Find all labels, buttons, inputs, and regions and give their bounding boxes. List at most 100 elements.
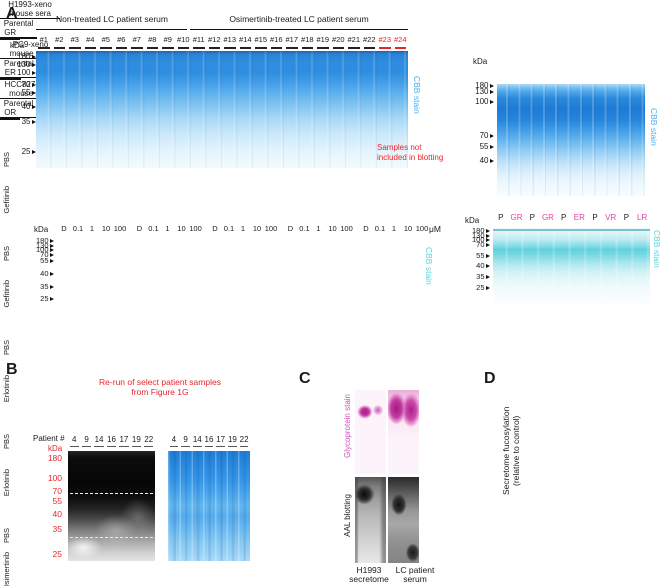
b-patient-number: 9 (183, 435, 188, 444)
kda-marker-value: 70 (21, 80, 31, 89)
patient-lane-label: #13 (223, 35, 236, 44)
b-patient-number: 16 (204, 435, 214, 444)
kda-marker-value: 40 (476, 261, 485, 270)
b-patient-number: 14 (94, 435, 104, 444)
kda-marker: 180 (6, 53, 36, 61)
patient-lane-tick (270, 47, 282, 49)
patient-lane-tick (84, 47, 96, 49)
dose-lane-label: D (136, 224, 143, 233)
xeno-group-title: HCC827-xeno mouse sera (0, 80, 60, 98)
patient-lane-tick (146, 47, 158, 49)
patient-lane-label: #20 (331, 35, 345, 44)
xeno-gel-stain-label: CBB stain (649, 108, 659, 146)
xeno-lane-label: Gefitinib (0, 261, 12, 308)
c-sample2-line1: LC patient (395, 565, 435, 575)
b-rerun-note-line1: Re-run of select patient samples (99, 377, 221, 387)
dose-gel-stain-label: CBB stain (424, 247, 434, 285)
patient-lane-label: #1 (39, 35, 48, 44)
resistance-kda-label: kDa (465, 216, 480, 225)
blotting-note-line2: included in blotting (377, 152, 444, 162)
patient-lane-label: #2 (55, 35, 64, 44)
patient-lane-tick (38, 47, 50, 49)
marker-arrow-icon (486, 243, 490, 247)
b-patient-number: 14 (192, 435, 202, 444)
dose-lane-label: 1 (316, 224, 321, 233)
kda-marker-value: 25 (40, 294, 49, 303)
xeno-lane-label: Osimertinib (0, 543, 12, 586)
panel-b-label: B (6, 361, 18, 378)
marker-arrow-icon (50, 297, 54, 301)
d-y-axis-title: Secretome fucosylation (relative to cont… (501, 398, 521, 504)
marker-arrow-icon (50, 285, 54, 289)
kda-marker-value: 55 (52, 496, 62, 506)
kda-marker: 40 (38, 509, 62, 519)
kda-marker: 70 (464, 241, 490, 249)
xeno-sub-underline (0, 78, 21, 80)
xeno-group-title-line: mouse sera (9, 88, 51, 98)
xeno-sub-underline (0, 77, 38, 79)
b-patient-number: 17 (216, 435, 226, 444)
kda-marker: 70 (6, 81, 36, 89)
kda-marker: 100 (470, 98, 494, 106)
marker-arrow-icon (486, 275, 490, 279)
dose-lane-label: 0.1 (72, 224, 84, 233)
marker-arrow-icon (32, 83, 36, 87)
b-lane-tick (69, 446, 79, 448)
b-patient-label: Patient # (33, 434, 65, 443)
marker-arrow-icon (50, 253, 54, 257)
b-rerun-note-line2: from Figure 1G (131, 387, 189, 397)
b-patient-number: 22 (144, 435, 154, 444)
resistant-lane-label: GR (510, 213, 523, 222)
kda-marker-value: 130 (475, 86, 489, 96)
kda-marker: 25 (28, 295, 54, 303)
kda-marker: 70 (470, 132, 494, 140)
kda-marker: 70 (28, 251, 54, 259)
dose-kda-label: kDa (34, 225, 49, 234)
patient-lane-label: #6 (117, 35, 126, 44)
xeno-lane-label: PBS (0, 214, 12, 261)
resistant-lane-label: ER (573, 213, 585, 222)
patient-lane-label: #18 (300, 35, 314, 44)
dose-lane-label: 0.1 (299, 224, 310, 233)
b-lane-tick (204, 446, 214, 448)
aal-blot-image (68, 451, 155, 561)
b-patient-number: 17 (119, 435, 129, 444)
patient-lane-tick (379, 47, 391, 49)
patient-lane-label: #22 (362, 35, 376, 44)
c-sample2-line2: serum (403, 574, 427, 584)
dose-lane-label: 1 (240, 224, 246, 233)
b-patient-number: 19 (227, 435, 237, 444)
kda-marker: 130 (6, 61, 36, 69)
b-lane-tick (106, 446, 117, 448)
panel-d-label: D (484, 370, 496, 387)
rotated-lane-text: Osimertinib (1, 551, 11, 586)
patient-gel-stain-label: CBB stain (412, 76, 422, 114)
rotated-lane-text: Gefitinib (1, 186, 11, 214)
dose-lane-label: D (287, 224, 294, 233)
kda-marker-value: 40 (40, 269, 49, 278)
parental-lane-label: P (529, 213, 535, 222)
kda-marker-value: 25 (52, 549, 62, 559)
kda-marker-value: 70 (40, 250, 49, 259)
patient-lane-label: #14 (238, 35, 252, 44)
b-patient-number: 4 (71, 435, 77, 444)
marker-arrow-icon (490, 145, 494, 149)
kda-marker: 40 (6, 103, 36, 111)
marker-arrow-icon (490, 134, 494, 138)
patient-lane-tick (69, 47, 81, 49)
kda-marker: 40 (464, 262, 490, 270)
kda-marker-value: 40 (52, 509, 62, 519)
b-lane-tick (94, 446, 104, 448)
kda-marker-value: 35 (21, 117, 31, 126)
patient-lane-tick (224, 47, 236, 49)
dose-lane-label: 0.1 (223, 224, 235, 233)
panel-c-label: C (299, 370, 311, 387)
resistant-lane-label: GR (541, 213, 554, 222)
b-lane-tick (216, 446, 226, 448)
d-y-axis-title-line2: (relative to control) (511, 415, 521, 487)
xeno-sub-parental: Parental (3, 99, 34, 109)
marker-arrow-icon (32, 63, 36, 67)
patient-lane-tick (115, 47, 127, 49)
kda-marker: 55 (464, 252, 490, 260)
